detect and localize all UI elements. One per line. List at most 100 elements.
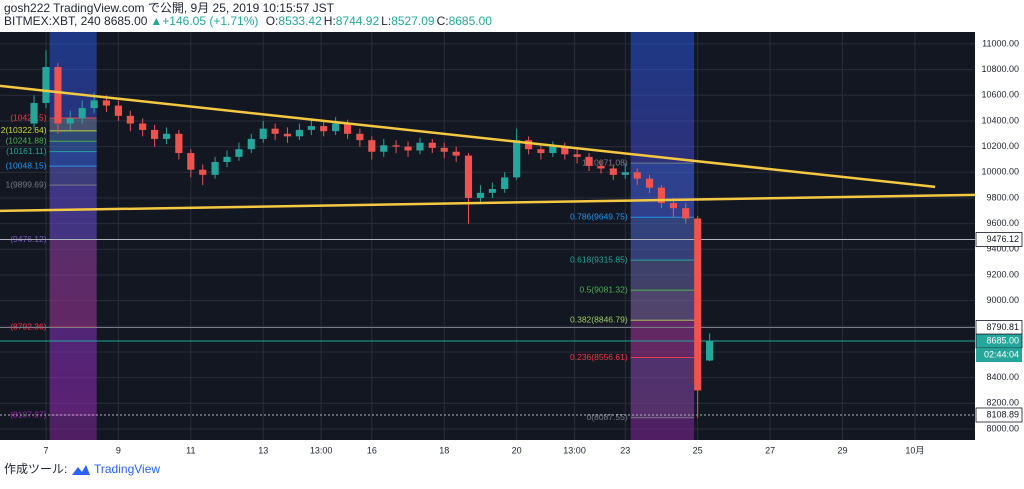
y-tick-label: 8000.00 [986, 423, 1019, 433]
candle-body [488, 188, 496, 193]
candle-body [669, 203, 677, 209]
candle-body [501, 177, 509, 189]
y-tick-label: 9400.00 [986, 244, 1019, 254]
ohlc-label: H: [324, 14, 336, 28]
candle-body [404, 146, 412, 151]
candle-body [573, 154, 581, 157]
candle-body [223, 156, 231, 163]
y-tick-label: 9000.00 [986, 295, 1019, 305]
fib-label: 0.382(8846.79) [570, 315, 628, 325]
candle-body [151, 129, 159, 139]
header-title: gosh222 TradingView.com で公開, 9月 25, 2019… [4, 1, 335, 15]
x-tick-label: 29 [837, 445, 847, 455]
y-tick-label: 10200.00 [981, 141, 1019, 151]
countdown-tag [976, 348, 1022, 363]
x-tick-label: 13 [258, 445, 268, 455]
candle-body [368, 140, 376, 152]
price-tag-label: 8790.81 [986, 322, 1019, 332]
x-tick-label: 10月 [905, 445, 924, 455]
price-tag-label: 9476.12 [986, 234, 1019, 244]
ohlc-label: L: [381, 14, 391, 28]
candle-body [356, 133, 364, 141]
y-tick-label: 8200.00 [986, 398, 1019, 408]
logo-icon [72, 465, 90, 475]
x-tick-label: 27 [765, 445, 775, 455]
candle-body [332, 123, 340, 132]
y-tick-label: 10800.00 [981, 64, 1019, 74]
fib-label: (8107.97) [10, 409, 47, 419]
candle-body [706, 341, 714, 361]
candle-body [452, 151, 460, 156]
candle-body [187, 153, 195, 170]
fib-band [630, 320, 695, 358]
tv-logo [72, 465, 90, 475]
candle-body [513, 140, 521, 178]
fib-label: (9476.12) [10, 234, 47, 244]
plot: 1(10071.08) 0.786(9649.75) 0.618(9315.85) 0… [0, 32, 975, 440]
candle-body [42, 67, 50, 103]
ohlc-label: C: [437, 14, 449, 28]
fib-band [49, 141, 97, 152]
candle-body [428, 142, 436, 148]
y-tick-label: 8400.00 [986, 372, 1019, 382]
footer-brand[interactable]: TradingView [94, 462, 160, 476]
candle-body [621, 172, 629, 175]
price-tag-label: 8108.89 [986, 409, 1019, 419]
highlight-band [630, 32, 695, 440]
x-tick-label: 13:00 [563, 445, 586, 455]
header-symbol: BITMEX:XBT, 240 8685.00 ▲+146.05 (+1.71%)… [4, 14, 492, 28]
fib-band [49, 327, 97, 416]
candle-body [585, 156, 593, 166]
candle-body [175, 133, 183, 154]
y-tick-label: 10400.00 [981, 115, 1019, 125]
fib-label: (10161.11) [6, 146, 47, 156]
fib-label: 0.786(9649.75) [570, 211, 628, 221]
candle-body [162, 133, 171, 139]
footer-text: 作成ツール: [4, 462, 67, 476]
symbol: BITMEX:XBT, 240 8685.00 [4, 14, 148, 28]
candle-body [307, 126, 315, 130]
y-tick-label: 9200.00 [986, 269, 1019, 279]
candle-body [657, 187, 666, 204]
fib-band [49, 185, 97, 240]
candle-body [90, 100, 98, 109]
candle-body [295, 129, 303, 137]
fib-label: 1(9899.69) [5, 179, 46, 189]
candle-body [645, 178, 654, 188]
candle-body [211, 162, 219, 175]
candle-body [609, 168, 617, 175]
candle-body [416, 142, 424, 151]
fib-label: 0.236(8556.61) [570, 352, 628, 362]
price-tag [975, 232, 1023, 247]
ohlc-value: 8744.92 [336, 14, 380, 28]
candle-body [66, 118, 74, 124]
x-tick-label: 20 [512, 445, 522, 455]
trendline [0, 193, 975, 213]
candle-body [464, 155, 473, 198]
fib-label: 0.618(9315.85) [570, 254, 628, 264]
fib-band [630, 357, 695, 418]
x-tick-label: 9 [116, 445, 121, 455]
y-tick-label: 9600.00 [986, 218, 1019, 228]
candle-body [30, 102, 38, 124]
y-tick-label: 10600.00 [981, 90, 1019, 100]
fib-band [49, 151, 97, 167]
y-tick-label: 9800.00 [986, 192, 1019, 202]
price-tag-label: 8685.00 [986, 335, 1019, 345]
countdown: 02:44:04 [984, 349, 1019, 359]
candle-body [633, 172, 641, 179]
y-tick-label: 10000.00 [981, 167, 1019, 177]
fib-band [49, 239, 97, 328]
fib-label: 1(10071.08) [582, 157, 628, 167]
y-tick-label: 11000.00 [982, 38, 1019, 48]
fib-band [49, 130, 97, 142]
candle-body [320, 126, 328, 132]
fib-band [630, 290, 695, 321]
fib-label: (8792.36) [10, 322, 47, 332]
candle-body [102, 100, 111, 106]
candle-body [114, 105, 122, 116]
candle-body [259, 128, 267, 139]
candle-body [549, 146, 557, 154]
